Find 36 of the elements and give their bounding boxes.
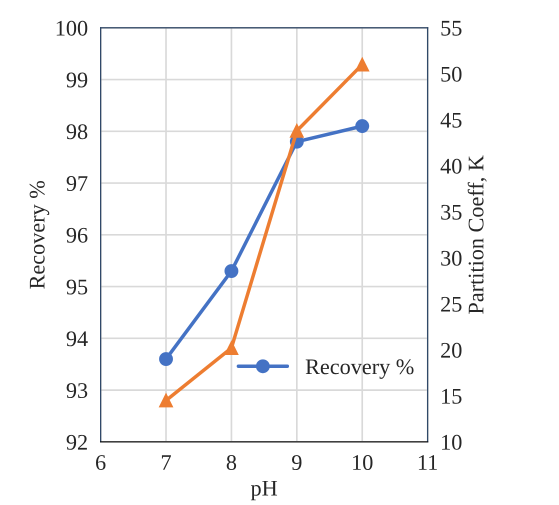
y2-tick-label: 10 bbox=[442, 434, 462, 450]
point bbox=[290, 124, 304, 138]
x-tick-label: 10 bbox=[353, 455, 372, 470]
x-tick-label: 11 bbox=[418, 455, 437, 470]
y2-tick-label: 15 bbox=[442, 388, 462, 404]
point bbox=[159, 394, 173, 408]
y2-tick-label: 45 bbox=[440, 112, 462, 128]
x-tick-label: 6 bbox=[96, 455, 106, 470]
point bbox=[224, 341, 238, 355]
y-tick-label: 93 bbox=[66, 383, 88, 398]
y2-tick-label: 40 bbox=[440, 158, 462, 174]
y-tick-label: 100 bbox=[56, 20, 88, 36]
point bbox=[355, 58, 370, 72]
y-tick-label: 96 bbox=[66, 228, 88, 243]
y-tick-label: 95 bbox=[66, 280, 88, 295]
point bbox=[224, 264, 238, 278]
y-axis-title: Recovery % bbox=[30, 180, 50, 289]
y2-tick-label: 25 bbox=[441, 296, 462, 312]
y-tick-label: 98 bbox=[66, 124, 88, 140]
y2-axis-title: Partition Coeff, K bbox=[468, 155, 487, 314]
point bbox=[159, 352, 173, 366]
y-tick-label: 99 bbox=[66, 72, 88, 88]
point bbox=[355, 119, 370, 134]
y2-tick-label: 20 bbox=[441, 342, 462, 358]
y2-tick-label: 35 bbox=[441, 204, 462, 220]
x-tick-label: 7 bbox=[162, 455, 171, 470]
y2-tick-label: 55 bbox=[441, 20, 462, 36]
x-tick-label: 9 bbox=[292, 455, 302, 470]
x-axis-title: pH bbox=[250, 480, 278, 500]
y-tick-label: 94 bbox=[66, 331, 88, 346]
y2-tick-label: 30 bbox=[441, 250, 462, 266]
y2-tick-label: 50 bbox=[441, 66, 462, 82]
x-tick-label: 8 bbox=[226, 455, 236, 470]
y-tick-label: 97 bbox=[66, 176, 88, 191]
legend-label: Recovery % bbox=[306, 359, 414, 379]
y-tick-label: 92 bbox=[66, 434, 87, 450]
